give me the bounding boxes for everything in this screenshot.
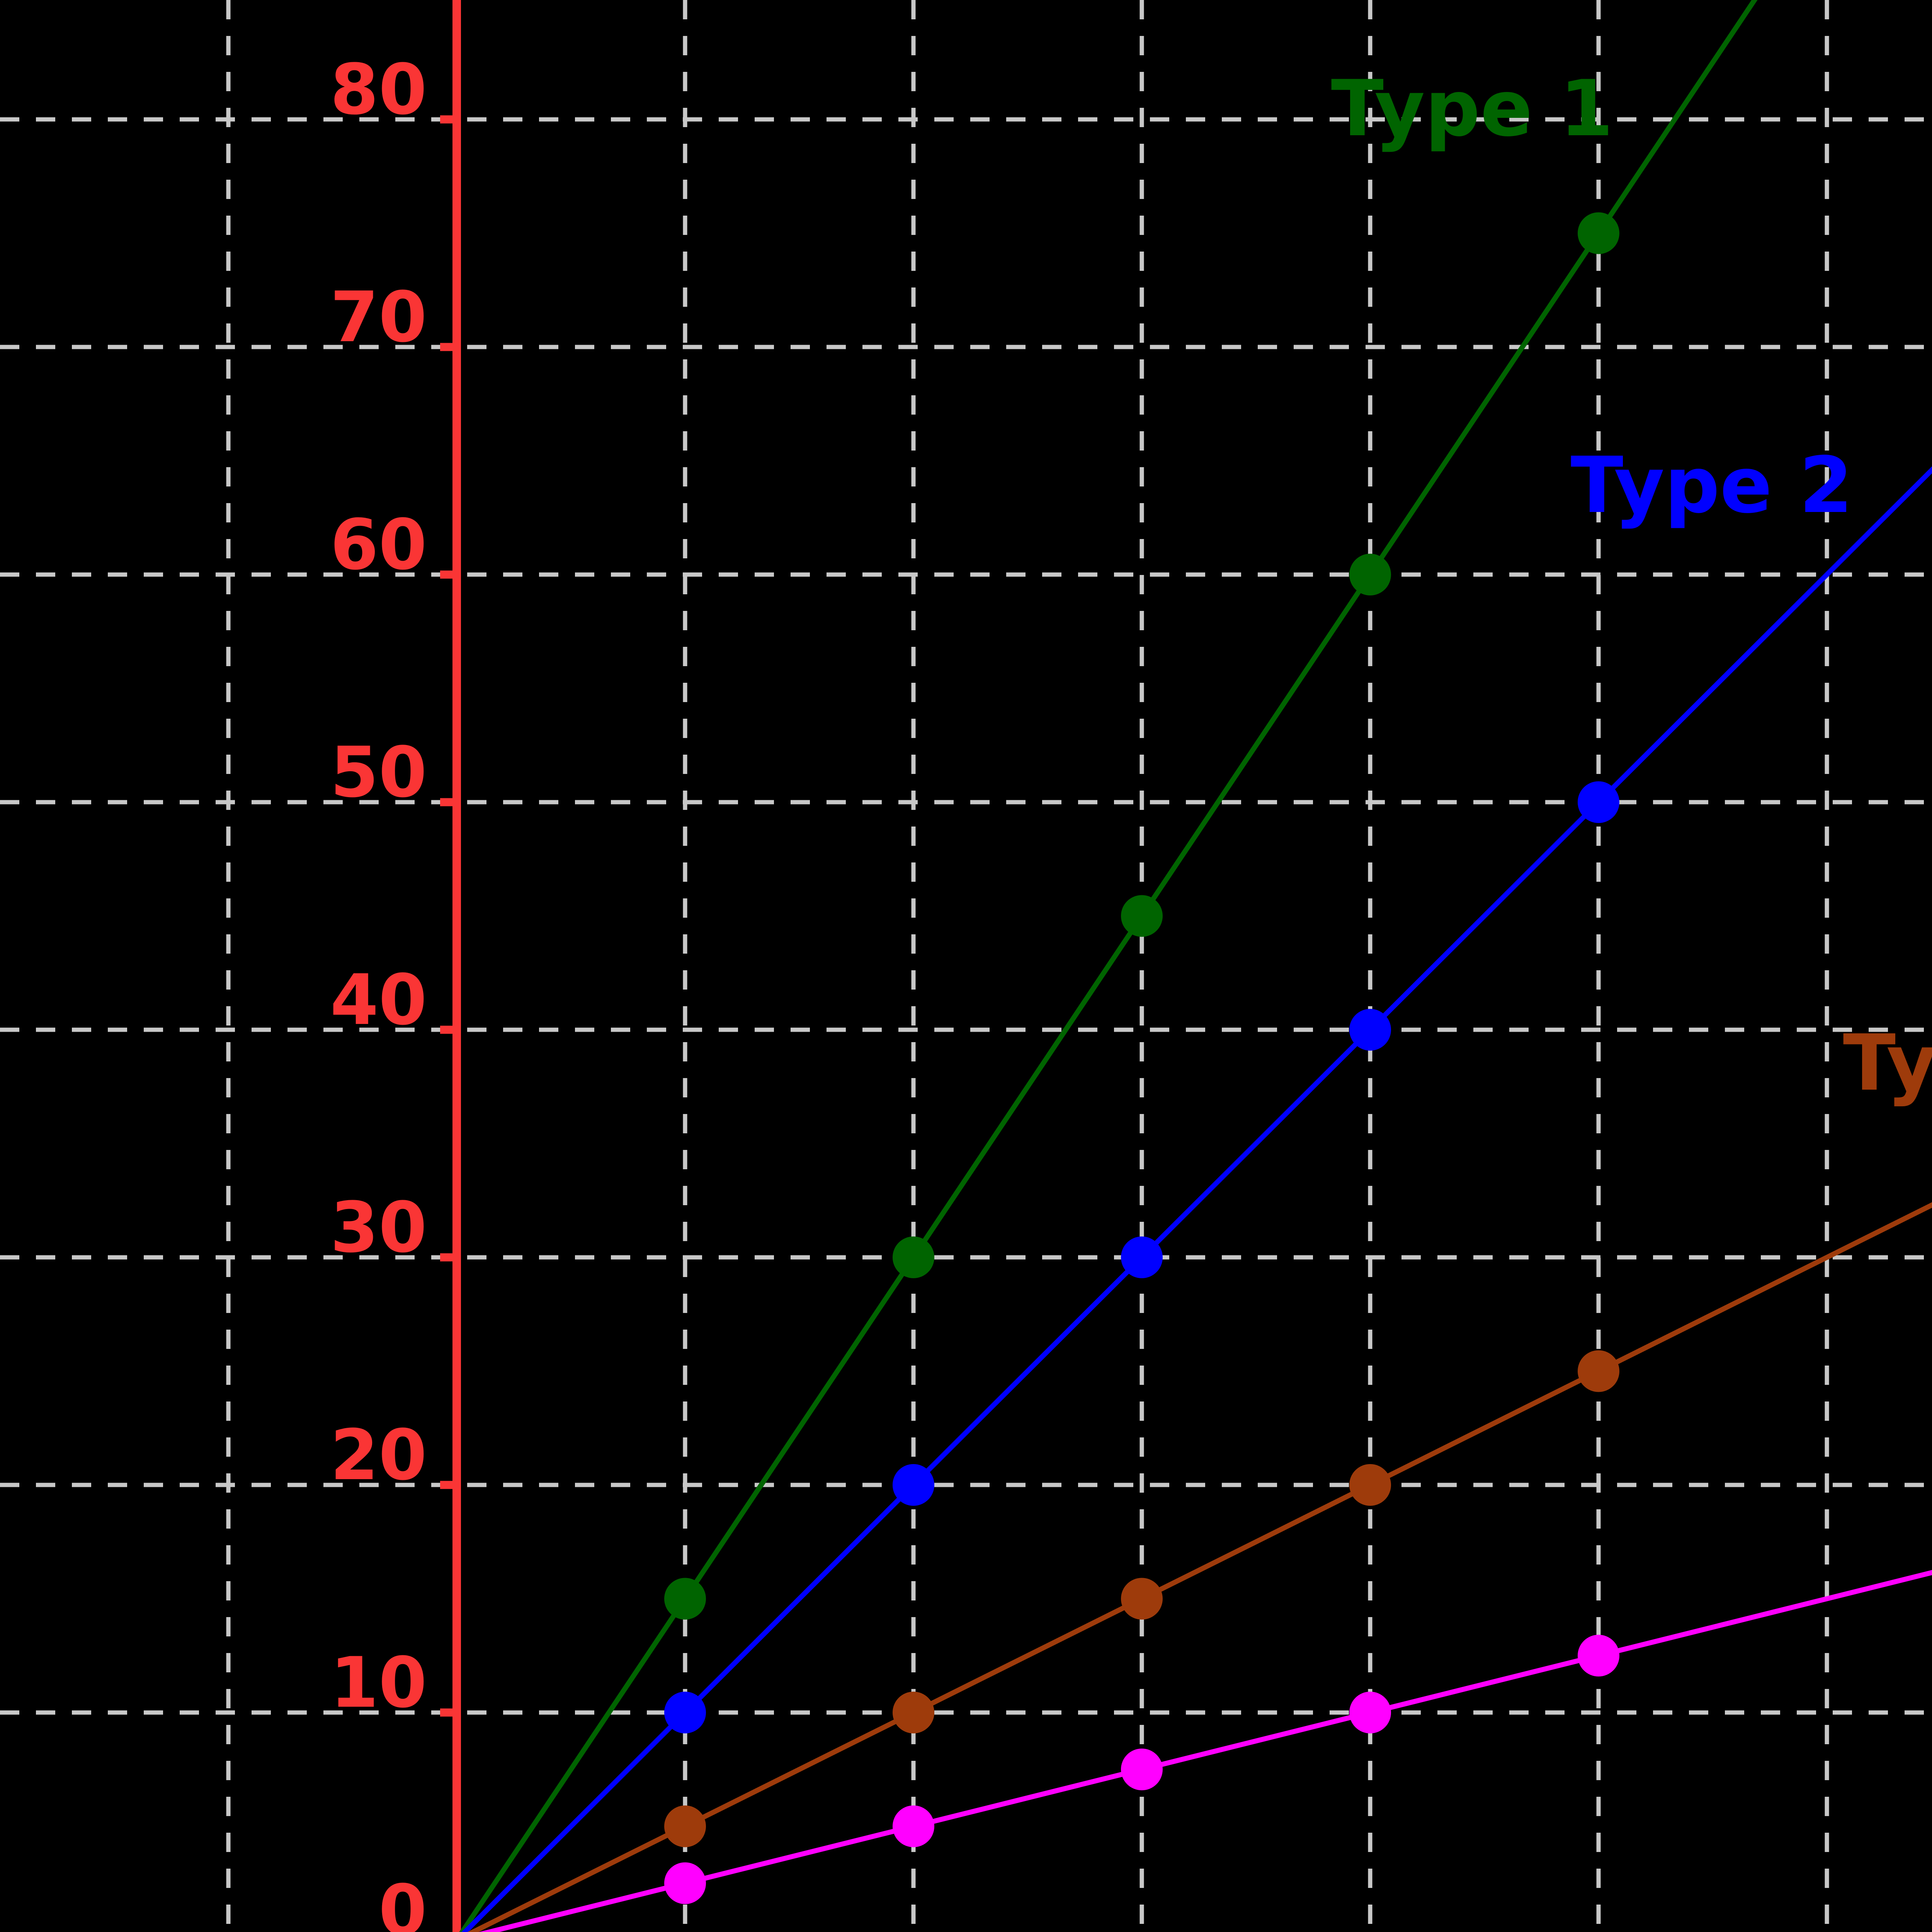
data-point-type-2 (1349, 1009, 1391, 1051)
y-tick-label: 70 (330, 277, 427, 358)
data-point-type-4 (664, 1862, 706, 1904)
series-line-type-3 (467, 1202, 1932, 1932)
y-tick-label: 0 (379, 1870, 427, 1932)
y-tick-label: 10 (330, 1643, 427, 1723)
y-tick-label: 60 (330, 505, 427, 585)
data-point-type-1 (1349, 554, 1391, 595)
data-point-type-2 (1121, 1236, 1163, 1278)
data-point-type-3 (1578, 1350, 1619, 1392)
data-point-type-4 (1121, 1748, 1163, 1791)
legend-label-type-1: Type 1 (1331, 64, 1614, 154)
data-point-type-3 (664, 1805, 706, 1847)
y-tick-label: 50 (330, 732, 427, 813)
data-point-type-1 (664, 1578, 706, 1620)
data-point-type-1 (893, 1236, 934, 1278)
data-point-type-2 (1578, 781, 1619, 823)
data-point-type-1 (1578, 212, 1619, 254)
legend-label-type-2: Type 2 (1571, 440, 1853, 531)
data-point-type-4 (1578, 1634, 1619, 1677)
data-point-type-4 (1349, 1692, 1391, 1733)
y-tick-label: 30 (330, 1187, 427, 1268)
legend-label-type-3: Type 3 (1843, 1018, 1932, 1108)
data-point-type-3 (1121, 1578, 1163, 1620)
series-line-type-4 (479, 1570, 1932, 1932)
data-point-type-3 (1349, 1464, 1391, 1506)
data-point-type-4 (893, 1805, 934, 1847)
y-tick-label: 80 (330, 49, 427, 130)
data-point-type-2 (664, 1692, 706, 1733)
data-point-type-3 (893, 1692, 934, 1733)
data-point-type-2 (893, 1464, 934, 1506)
y-tick-label: 20 (330, 1415, 427, 1496)
data-point-type-1 (1121, 895, 1163, 937)
y-tick-label: 40 (330, 960, 427, 1041)
